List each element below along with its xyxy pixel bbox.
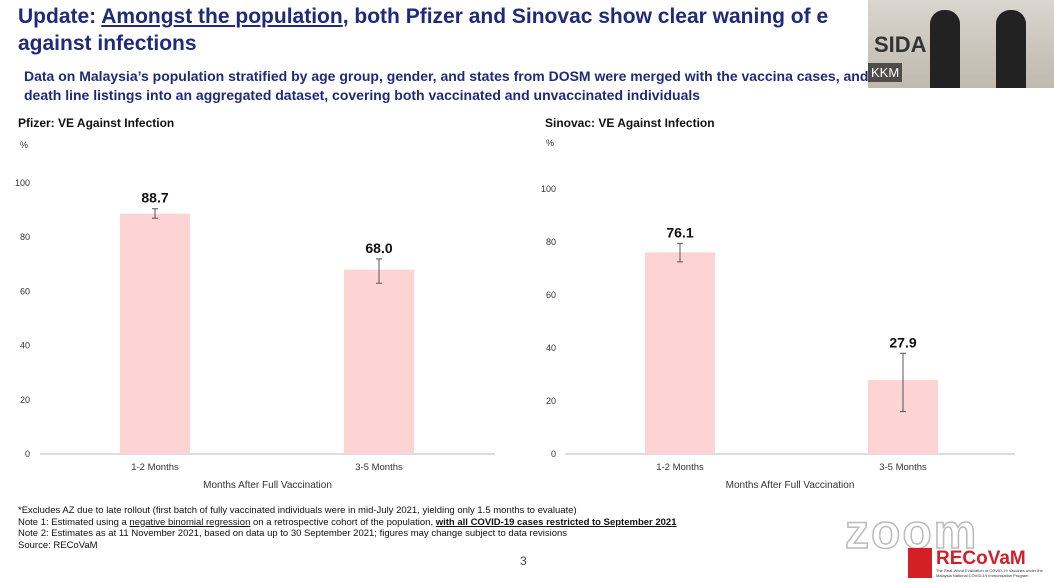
title-underlined: Amongst the population <box>101 5 343 28</box>
pfizer-chart-title: Pfizer: VE Against Infection <box>18 116 175 130</box>
x-tick-label: 3-5 Months <box>355 462 403 473</box>
participant-video[interactable]: SIDA KKM <box>868 0 1054 88</box>
y-tick-label: 100 <box>15 178 30 188</box>
y-tick-label: 40 <box>20 341 30 351</box>
page-number: 3 <box>520 554 527 568</box>
title-line2: against infections <box>18 32 197 55</box>
y-tick-label: 80 <box>20 232 30 242</box>
y-tick-label: 0 <box>551 449 556 459</box>
source: Source: RECoVaM <box>18 539 98 551</box>
x-tick-label: 1-2 Months <box>131 462 179 473</box>
y-tick-label: 20 <box>546 396 556 406</box>
vial-icon <box>908 548 932 578</box>
x-axis-label: Months After Full Vaccination <box>203 480 332 491</box>
note-1: Note 1: Estimated using a negative binom… <box>18 517 677 529</box>
y-tick-label: 80 <box>546 237 556 247</box>
y-tick-label: 60 <box>20 286 30 296</box>
logo-name: RECoVaM <box>936 547 1026 569</box>
y-tick-label: 60 <box>546 290 556 300</box>
x-axis-label: Months After Full Vaccination <box>726 480 855 491</box>
data-label: 27.9 <box>889 334 916 350</box>
data-label: 76.1 <box>666 224 693 240</box>
title-prefix: Update: <box>18 5 102 28</box>
slide-subtitle: Data on Malaysia’s population stratified… <box>24 68 869 103</box>
note-1-text: Note 1: Estimated using a <box>18 516 130 528</box>
video-backdrop-text: SIDA <box>874 32 927 57</box>
slide-title: Update: Amongst the population, both Pfi… <box>18 3 878 57</box>
bar <box>344 269 414 454</box>
note-az: *Excludes AZ due to late rollout (first … <box>18 505 577 516</box>
x-tick-label: 1-2 Months <box>656 462 704 473</box>
footnotes: *Excludes AZ due to late rollout (first … <box>18 505 677 551</box>
speaker-figure <box>996 10 1026 88</box>
recovam-logo: RECoVaM The Real-World Evaluation of COVI… <box>908 548 1046 578</box>
y-tick-label: 40 <box>546 343 556 353</box>
y-tick-label: 20 <box>20 395 30 405</box>
y-axis-label: % <box>20 140 28 150</box>
x-tick-label: 3-5 Months <box>879 462 927 473</box>
y-tick-label: 100 <box>541 184 556 194</box>
title-rest: , both Pfizer and Sinovac show clear wan… <box>342 5 829 28</box>
note-1-text2: on a retrospective cohort of the populat… <box>250 516 436 528</box>
bar <box>120 213 190 454</box>
y-axis-label: % <box>546 138 554 148</box>
note-2: Note 2: Estimates as at 11 November 2021… <box>18 528 568 539</box>
data-label: 88.7 <box>141 190 168 206</box>
speaker-figure <box>930 10 960 88</box>
participant-name-label: KKM <box>868 63 903 82</box>
note-1-restriction: with all COVID-19 cases restricted to Se… <box>435 516 677 528</box>
data-label: 68.0 <box>365 240 392 256</box>
sinovac-chart-title: Sinovac: VE Against Infection <box>545 116 715 130</box>
y-tick-label: 0 <box>25 449 30 459</box>
note-1-method: negative binomial regression <box>129 516 251 528</box>
bar <box>645 252 715 454</box>
logo-tagline: The Real-World Evaluation of COVID-19 Va… <box>936 567 1043 578</box>
